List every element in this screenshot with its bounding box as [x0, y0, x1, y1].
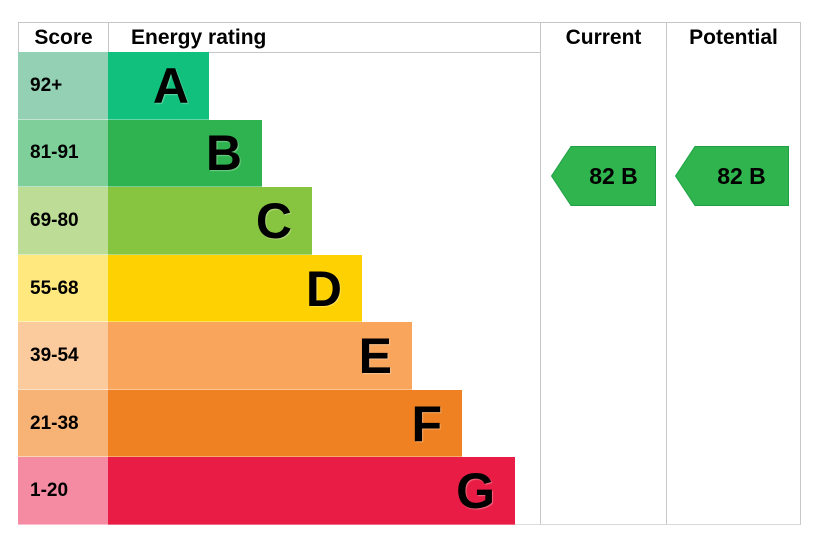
rating-row-b: 81-91 B	[18, 119, 515, 188]
rating-row-d: 55-68 D	[18, 254, 515, 323]
energy-rating-column-header: Energy rating	[108, 22, 541, 53]
left-arrow-icon: 82 B	[550, 146, 656, 206]
score-range-a: 92+	[18, 52, 108, 120]
left-arrow-icon: 82 B	[674, 146, 789, 206]
energy-rating-header-label: Energy rating	[131, 26, 267, 49]
potential-rating-arrow: 82 B	[674, 146, 789, 211]
rating-row-f: 21-38 F	[18, 389, 515, 458]
rating-bar-e: E	[108, 322, 412, 390]
current-rating-arrow: 82 B	[550, 146, 656, 211]
rating-bar-d: D	[108, 254, 362, 323]
rating-bar-b: B	[108, 119, 262, 188]
potential-header-label: Potential	[689, 26, 778, 49]
rating-bar-a: A	[108, 52, 209, 120]
rating-bar-c: C	[108, 187, 312, 255]
score-range-f: 21-38	[18, 389, 108, 458]
rating-rows: 92+ A 81-91 B 69-80 C 55-68 D 39-54 E 21-38 F 1-20 G	[18, 52, 515, 526]
potential-value-column	[666, 52, 801, 525]
rating-bar-f: F	[108, 389, 462, 458]
rating-row-g: 1-20 G	[18, 457, 515, 526]
rating-row-a: 92+ A	[18, 52, 515, 120]
score-range-b: 81-91	[18, 119, 108, 188]
score-header-label: Score	[34, 26, 93, 49]
current-header-label: Current	[565, 26, 642, 49]
rating-bar-g: G	[108, 457, 515, 526]
rating-row-e: 39-54 E	[18, 322, 515, 390]
potential-column-header: Potential	[666, 22, 801, 53]
score-range-e: 39-54	[18, 322, 108, 390]
score-range-g: 1-20	[18, 457, 108, 526]
current-rating-value: 82 B	[589, 163, 638, 189]
potential-rating-value: 82 B	[717, 163, 766, 189]
score-range-c: 69-80	[18, 187, 108, 255]
current-arrow-shape	[550, 146, 656, 206]
score-column-header: Score	[18, 22, 109, 53]
current-column-header: Current	[540, 22, 667, 53]
current-value-column	[540, 52, 667, 525]
score-range-d: 55-68	[18, 254, 108, 323]
rating-row-c: 69-80 C	[18, 187, 515, 255]
potential-arrow-shape	[674, 146, 789, 206]
